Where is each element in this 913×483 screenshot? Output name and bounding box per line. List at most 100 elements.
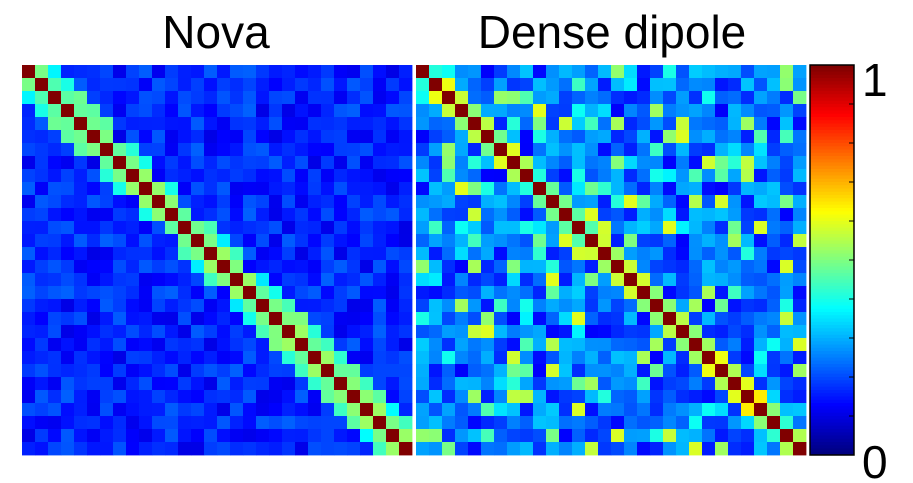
heatmap-cell (48, 247, 62, 261)
heatmap-cell (126, 442, 140, 456)
heatmap-cell (61, 195, 75, 209)
heatmap-cell (87, 429, 101, 443)
heatmap-cell (676, 364, 690, 378)
heatmap-cell (191, 364, 205, 378)
heatmap-cell (741, 117, 755, 131)
heatmap-cell (481, 429, 495, 443)
heatmap-cell (702, 416, 716, 430)
heatmap-cell (165, 104, 179, 118)
heatmap-cell (741, 91, 755, 105)
heatmap-cell (585, 429, 599, 443)
heatmap-cell (308, 104, 322, 118)
heatmap-cell (295, 65, 309, 79)
heatmap-cell (308, 169, 322, 183)
heatmap-cell (256, 338, 270, 352)
colorbar-segment (810, 178, 854, 183)
heatmap-cell (178, 143, 192, 157)
heatmap-cell (702, 91, 716, 105)
heatmap-cell (48, 416, 62, 430)
heatmap-cell (100, 286, 114, 300)
heatmap-cell (650, 286, 664, 300)
heatmap-cell (230, 169, 244, 183)
heatmap-cell (48, 312, 62, 326)
heatmap-cell (429, 143, 443, 157)
heatmap-cell (689, 195, 703, 209)
heatmap-cell (416, 208, 430, 222)
heatmap-cell (61, 312, 75, 326)
heatmap-cell (767, 351, 781, 365)
heatmap-cell (256, 169, 270, 183)
heatmap-cell (780, 312, 794, 326)
heatmap-cell (637, 312, 651, 326)
heatmap-cell (373, 182, 387, 196)
heatmap-cell (520, 182, 534, 196)
heatmap-cell (520, 364, 534, 378)
heatmap-cell (35, 416, 49, 430)
heatmap-cell (113, 273, 127, 287)
heatmap-cell (780, 286, 794, 300)
heatmap-cell (74, 117, 88, 131)
heatmap-cell (676, 442, 690, 456)
heatmap-cell (191, 403, 205, 417)
heatmap-cell (676, 299, 690, 313)
heatmap-cell (572, 442, 586, 456)
heatmap-cell (611, 247, 625, 261)
colorbar-segment (810, 97, 854, 102)
heatmap-cell (598, 208, 612, 222)
heatmap-cell (585, 299, 599, 313)
heatmap-cell (217, 364, 231, 378)
heatmap-cell (22, 234, 36, 248)
heatmap-cell (282, 442, 296, 456)
heatmap-cell (728, 117, 742, 131)
heatmap-cell (87, 390, 101, 404)
heatmap-cell (230, 78, 244, 92)
heatmap-cell (48, 91, 62, 105)
heatmap-cell (533, 325, 547, 339)
heatmap-cell (494, 416, 508, 430)
heatmap-cell (559, 403, 573, 417)
heatmap-cell (715, 325, 729, 339)
heatmap-cell (334, 117, 348, 131)
heatmap-cell (22, 65, 36, 79)
heatmap-cell (572, 351, 586, 365)
heatmap-cell (468, 143, 482, 157)
heatmap-cell (637, 117, 651, 131)
heatmap-cell (334, 364, 348, 378)
heatmap-cell (360, 377, 374, 391)
heatmap-cell (702, 403, 716, 417)
heatmap-cell (533, 78, 547, 92)
heatmap-cell (533, 169, 547, 183)
heatmap-cell (191, 221, 205, 235)
heatmap-cell (559, 442, 573, 456)
heatmap-cell (650, 130, 664, 144)
heatmap-cell (269, 169, 283, 183)
colorbar-segment (810, 149, 854, 154)
heatmap-cell (611, 338, 625, 352)
heatmap-cell (35, 338, 49, 352)
heatmap-cell (754, 182, 768, 196)
heatmap-cell (585, 403, 599, 417)
heatmap-cell (243, 260, 257, 274)
heatmap-cell (754, 377, 768, 391)
heatmap-cell (520, 143, 534, 157)
heatmap-cell (347, 338, 361, 352)
heatmap-cell (256, 416, 270, 430)
heatmap-cell (269, 156, 283, 170)
heatmap-cell (321, 130, 335, 144)
heatmap-cell (598, 442, 612, 456)
heatmap-cell (204, 260, 218, 274)
heatmap-cell (74, 78, 88, 92)
heatmap-cell (22, 312, 36, 326)
heatmap-cell (308, 416, 322, 430)
colorbar-segment (810, 139, 854, 144)
heatmap-cell (676, 91, 690, 105)
heatmap-cell (546, 169, 560, 183)
heatmap-cell (191, 143, 205, 157)
heatmap-cell (702, 338, 716, 352)
heatmap-cell (230, 325, 244, 339)
heatmap-cell (126, 143, 140, 157)
heatmap-cell (676, 312, 690, 326)
heatmap-cell (429, 338, 443, 352)
heatmap-cell (689, 234, 703, 248)
heatmap-cell (702, 351, 716, 365)
